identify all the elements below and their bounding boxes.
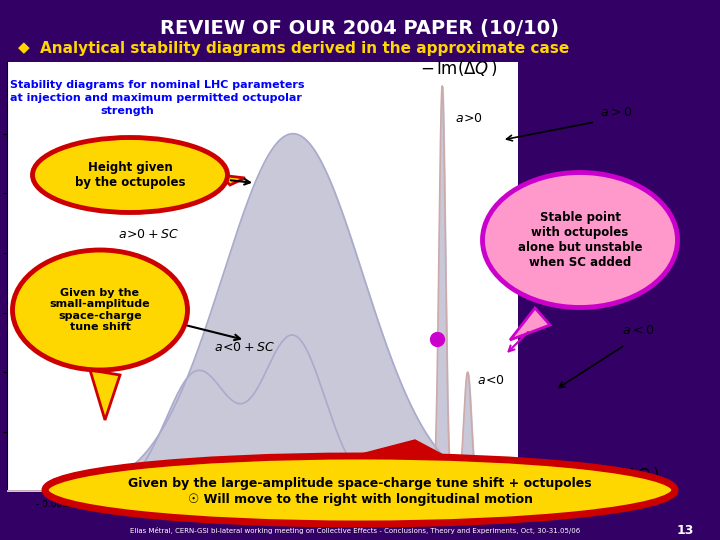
Text: ☉ Will move to the right with longitudinal motion: ☉ Will move to the right with longitudin… bbox=[187, 494, 533, 507]
Polygon shape bbox=[220, 175, 245, 185]
Text: $a\!>\!0+SC$: $a\!>\!0+SC$ bbox=[118, 228, 179, 241]
Text: $a\!>\!0$: $a\!>\!0$ bbox=[455, 112, 483, 125]
Ellipse shape bbox=[482, 172, 678, 307]
Text: Stability diagrams for nominal LHC parameters: Stability diagrams for nominal LHC param… bbox=[10, 80, 305, 90]
Ellipse shape bbox=[32, 138, 228, 213]
Polygon shape bbox=[510, 308, 550, 340]
Text: at injection and maximum permitted octupolar: at injection and maximum permitted octup… bbox=[10, 93, 302, 103]
Text: Given by the large-amplitude space-charge tune shift + octupoles: Given by the large-amplitude space-charg… bbox=[128, 477, 592, 490]
Ellipse shape bbox=[12, 250, 187, 370]
Polygon shape bbox=[300, 440, 490, 480]
Text: $a>0$: $a>0$ bbox=[600, 105, 632, 118]
Text: Height given
by the octupoles: Height given by the octupoles bbox=[75, 161, 185, 189]
Text: strength: strength bbox=[100, 106, 154, 116]
Text: $a\!<\!0+SC$: $a\!<\!0+SC$ bbox=[214, 341, 274, 354]
Text: $\mathrm{Re}(\Delta Q\,)$: $\mathrm{Re}(\Delta Q\,)$ bbox=[598, 465, 660, 485]
Text: ◆: ◆ bbox=[18, 40, 30, 56]
Ellipse shape bbox=[45, 456, 675, 524]
Text: $a<0$: $a<0$ bbox=[622, 323, 654, 336]
Text: Given by the
small-amplitude
space-charge
tune shift: Given by the small-amplitude space-charg… bbox=[50, 288, 150, 333]
Text: Elias Métral, CERN-GSI bi-lateral working meeting on Collective Effects - Conclu: Elias Métral, CERN-GSI bi-lateral workin… bbox=[130, 526, 580, 534]
Text: REVIEW OF OUR 2004 PAPER (10/10): REVIEW OF OUR 2004 PAPER (10/10) bbox=[161, 19, 559, 38]
Text: 13: 13 bbox=[676, 523, 693, 537]
Text: Analytical stability diagrams derived in the approximate case: Analytical stability diagrams derived in… bbox=[40, 40, 569, 56]
Text: $-\,\mathrm{Im}(\Delta Q\,)$: $-\,\mathrm{Im}(\Delta Q\,)$ bbox=[420, 58, 498, 78]
Polygon shape bbox=[90, 370, 120, 420]
Text: $a\!<\!0$: $a\!<\!0$ bbox=[477, 374, 505, 387]
Text: Stable point
with octupoles
alone but unstable
when SC added: Stable point with octupoles alone but un… bbox=[518, 211, 642, 269]
